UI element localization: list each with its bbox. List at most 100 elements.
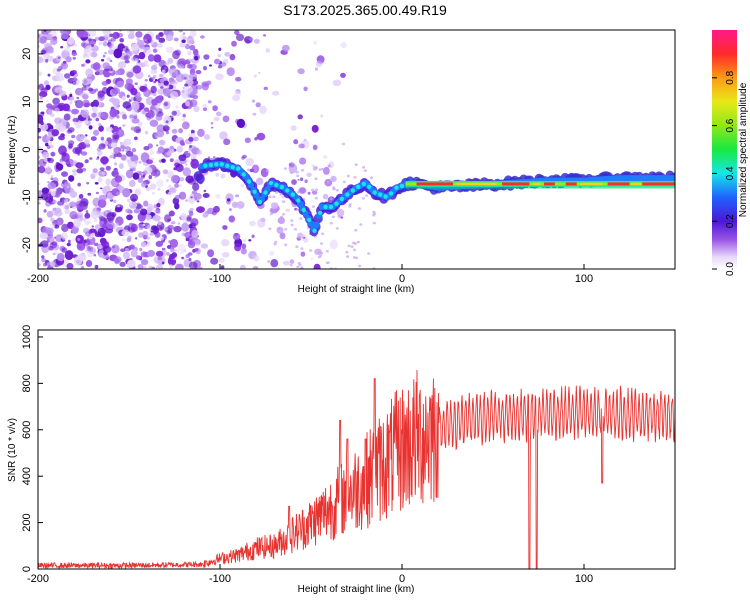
noise-blob [98,41,103,46]
noise-blob [202,193,210,198]
noise-blob [341,142,346,146]
noise-blob [329,197,333,201]
track-halo [195,173,205,184]
noise-blob [81,151,88,156]
noise-blob [170,221,176,225]
noise-blob [132,172,140,180]
noise-blob [110,68,114,72]
noise-blob [95,117,100,122]
track-core [394,185,399,190]
noise-blob [191,229,199,238]
noise-blob [90,136,97,142]
noise-blob [50,223,56,229]
noise-blob [196,200,200,203]
noise-blob [117,205,120,208]
track-core [214,162,219,167]
noise-blob [367,252,371,255]
noise-blob [45,58,49,63]
noise-blob [327,164,331,168]
noise-blob [107,49,115,55]
noise-blob [269,212,273,216]
noise-blob [96,156,100,159]
noise-blob [195,70,202,75]
track-core [334,201,339,206]
noise-blob [311,124,319,133]
noise-blob [83,102,91,108]
noise-blob [215,73,224,81]
noise-blob [151,191,155,195]
noise-blob [248,239,252,242]
noise-blob [125,70,135,78]
noise-blob [60,106,63,109]
noise-blob [68,239,71,243]
noise-blob [222,252,230,258]
track-core [203,163,208,168]
spectrogram-xlabel: Height of straight line (km) [298,284,415,295]
noise-blob [122,188,131,198]
noise-blob [253,38,260,44]
track-core [290,192,295,197]
track-peak [631,182,641,186]
track-core [361,181,366,187]
noise-blob [283,167,288,170]
noise-blob [165,34,174,42]
noise-blob [156,144,159,147]
noise-blob [181,73,190,81]
noise-blob [125,150,134,157]
noise-blob [352,248,357,252]
noise-blob [168,184,172,188]
noise-blob [203,189,207,193]
noise-blob [151,266,156,269]
noise-blob [145,112,152,118]
track-core [345,192,350,197]
noise-blob [126,94,130,98]
noise-blob [329,221,333,225]
noise-blob [92,168,98,173]
track-core [257,199,263,205]
noise-blob [150,85,157,94]
noise-blob [130,87,138,96]
noise-blob [143,46,152,56]
noise-blob [105,165,111,171]
noise-blob [181,222,190,232]
noise-blob [307,191,311,195]
noise-blob [192,136,199,142]
snr-xtick-label: -200 [27,573,49,585]
noise-blob [136,255,141,260]
noise-blob [71,51,78,56]
noise-blob [55,122,64,130]
noise-blob [156,124,166,132]
noise-blob [259,105,267,115]
noise-blob [331,215,335,219]
noise-blob [133,208,141,214]
noise-blob [141,109,147,115]
noise-blob [157,146,165,154]
noise-blob [72,117,80,123]
noise-blob [98,143,106,150]
noise-blob [290,223,294,227]
snr-frame [37,329,676,570]
noise-blob [66,186,70,188]
noise-blob [55,188,59,192]
noise-blob [149,149,155,156]
noise-blob [47,181,50,184]
noise-blob [98,125,104,132]
noise-blob [80,134,87,141]
noise-blob [105,211,108,214]
noise-blob [40,121,44,126]
noise-blob [300,177,304,181]
noise-blob [128,99,132,103]
noise-blob [182,36,188,40]
noise-blob [120,144,125,149]
noise-blob [146,236,151,240]
noise-blob [99,252,104,259]
noise-blob [47,109,53,115]
noise-blob [226,67,235,76]
noise-blob [336,208,345,217]
noise-blob [93,219,98,222]
noise-blob [150,157,154,160]
noise-blob [315,60,323,67]
snr-ytick-label: 1000 [21,325,33,349]
